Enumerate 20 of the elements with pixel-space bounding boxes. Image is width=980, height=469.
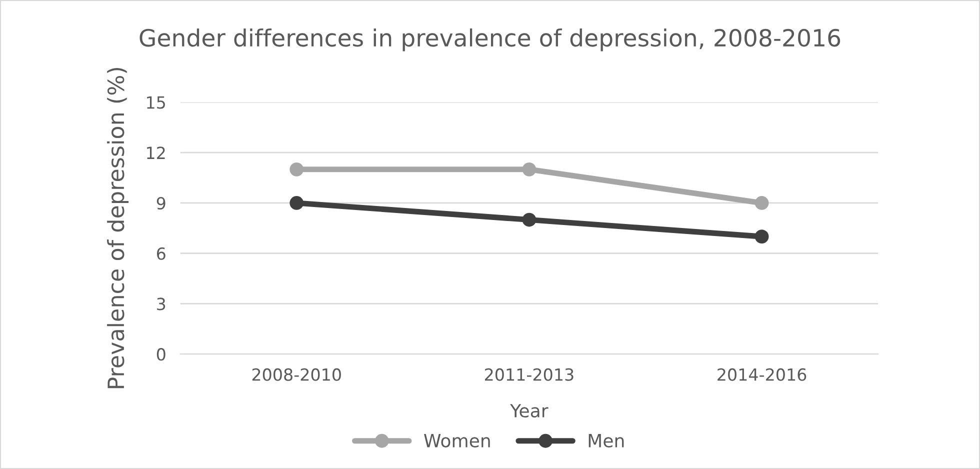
y-tick-label: 9 [156,196,166,210]
y-tick-label: 3 [157,298,166,310]
chart-title: Gender differences in prevalence of depression, 2008-2016 [140,28,840,52]
x-tick-label: 2008-2010 [252,368,341,381]
point [522,212,536,227]
point [522,162,536,176]
y-axis-title: Prevalence of depression (%) [107,68,129,388]
point [290,196,304,210]
legend-label: Men [588,434,624,448]
legend-label: Women [424,434,490,448]
point [754,196,769,210]
y-tick-label: 15 [147,96,165,109]
y-tick-label: 12 [147,146,165,159]
point [290,162,304,176]
x-axis-title: Year [510,404,548,418]
x-tick-label: 2014-2016 [718,368,806,381]
point [754,230,769,244]
y-tick-label: 6 [156,247,166,260]
x-tick-label: 2011-2013 [485,368,574,381]
y-tick-label: 0 [156,348,166,361]
